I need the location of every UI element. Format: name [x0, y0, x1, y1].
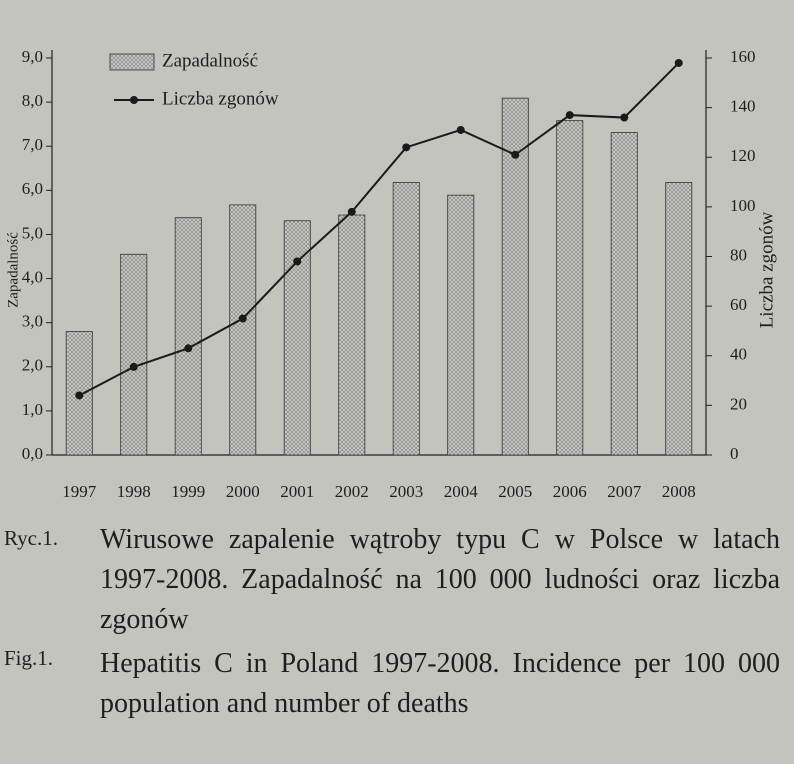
line-marker — [75, 391, 84, 400]
line-marker — [347, 207, 356, 216]
y-tick-label: 7,0 — [22, 135, 43, 154]
y-tick-label: 4,0 — [22, 267, 43, 286]
y2-tick-label: 40 — [730, 345, 747, 364]
x-tick-label: 2007 — [607, 482, 642, 501]
y2-tick-label: 20 — [730, 394, 747, 413]
y2-axis-label: Liczba zgonów — [756, 211, 777, 328]
bar — [120, 253, 148, 456]
y2-tick-label: 100 — [730, 196, 756, 215]
bar — [610, 132, 638, 456]
line-marker — [293, 257, 302, 266]
line-marker — [674, 58, 683, 67]
legend-swatch — [109, 53, 155, 71]
x-tick-label: 1998 — [117, 482, 151, 501]
caption-label: Fig.1. — [4, 646, 54, 670]
caption-text: Hepatitis C in Poland 1997-2008. Inciden… — [100, 648, 780, 719]
caption-text: Wirusowe zapalenie wątroby typu C w Pols… — [100, 524, 780, 635]
x-tick-label: 1997 — [62, 482, 97, 501]
y2-tick-label: 80 — [730, 245, 747, 264]
legend-marker — [130, 96, 138, 104]
chart: Zapadalność Liczba zgonów 0,0 1,0 2,0 3,0 4,… — [5, 47, 777, 501]
x-tick-label: 2008 — [662, 482, 696, 501]
y-tick-label: 9,0 — [22, 47, 43, 66]
bar — [556, 120, 584, 456]
x-tick-label: 2005 — [498, 482, 532, 501]
y2-tick-label: 60 — [730, 295, 747, 314]
bar — [447, 194, 475, 456]
bar — [283, 220, 311, 456]
line-marker — [129, 362, 138, 371]
bar — [229, 204, 257, 456]
y-tick-label: 0,0 — [22, 444, 43, 463]
bar — [392, 181, 420, 456]
y-tick-label: 2,0 — [22, 356, 43, 375]
y-tick-label: 6,0 — [22, 179, 43, 198]
line-marker — [184, 344, 193, 353]
x-tick-label: 2000 — [226, 482, 260, 501]
y2-tick-label: 0 — [730, 444, 739, 463]
y-tick-label: 3,0 — [22, 312, 43, 331]
line-marker — [565, 111, 574, 120]
line — [78, 62, 680, 397]
y-tick-label: 1,0 — [22, 400, 43, 419]
x-tick-label: 1999 — [171, 482, 205, 501]
line-marker — [620, 113, 629, 122]
bar — [338, 214, 366, 456]
x-tick-label: 2001 — [280, 482, 314, 501]
y2-tick-label: 140 — [730, 97, 756, 116]
line-marker — [238, 314, 247, 323]
y-axis-label: Zapadalność — [5, 232, 21, 308]
caption-label: Ryc.1. — [4, 526, 58, 550]
legend-label: Liczba zgonów — [162, 88, 279, 109]
x-tick-label: 2004 — [444, 482, 479, 501]
bar — [665, 181, 693, 456]
line-marker — [402, 143, 411, 152]
y2-tick-label: 160 — [730, 47, 756, 66]
x-tick-label: 2003 — [389, 482, 423, 501]
x-tick-label: 2002 — [335, 482, 369, 501]
line-marker — [511, 150, 520, 159]
y-tick-label: 5,0 — [22, 223, 43, 242]
bar — [174, 217, 202, 456]
y2-tick-label: 120 — [730, 146, 756, 165]
line-marker — [456, 125, 465, 134]
legend-label: Zapadalność — [162, 50, 258, 71]
y-tick-label: 8,0 — [22, 91, 43, 110]
x-tick-label: 2006 — [553, 482, 587, 501]
